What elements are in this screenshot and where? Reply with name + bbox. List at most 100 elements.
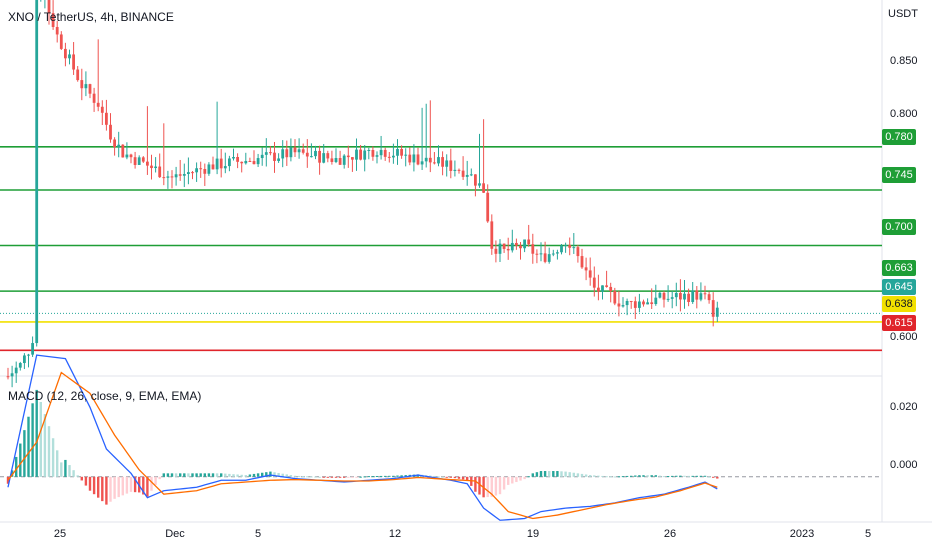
candle-body bbox=[551, 253, 555, 255]
candle-body bbox=[556, 252, 559, 254]
macd-histogram-bar bbox=[240, 474, 243, 477]
candle-body bbox=[92, 93, 96, 103]
candle-body bbox=[502, 243, 506, 249]
candle-body bbox=[383, 149, 387, 157]
candle-body bbox=[461, 170, 465, 177]
candle-body bbox=[281, 149, 285, 159]
macd-histogram-bar bbox=[88, 476, 92, 491]
macd-histogram-bar bbox=[593, 475, 596, 477]
candle-body bbox=[264, 152, 268, 155]
candle-body bbox=[523, 239, 526, 249]
candle-body bbox=[182, 173, 186, 176]
candle-body bbox=[375, 155, 379, 157]
candle-body bbox=[469, 174, 473, 176]
candle-body bbox=[691, 290, 695, 302]
macd-histogram-bar bbox=[572, 472, 575, 477]
candle-body bbox=[457, 169, 461, 171]
macd-histogram-bar bbox=[51, 438, 55, 477]
time-tick: 2023 bbox=[789, 528, 815, 540]
macd-histogram-bar bbox=[27, 416, 30, 477]
macd-histogram-bar bbox=[191, 473, 194, 477]
macd-histogram-bar bbox=[535, 472, 539, 477]
macd-histogram-bar bbox=[244, 475, 247, 477]
macd-histogram-bar bbox=[236, 474, 239, 477]
quote-currency-label: USDT bbox=[888, 8, 918, 20]
macd-histogram-bar bbox=[716, 476, 719, 479]
candle-body bbox=[223, 166, 227, 169]
macd-histogram-bar bbox=[466, 476, 469, 481]
candle-body bbox=[219, 158, 223, 169]
candle-body bbox=[535, 253, 539, 255]
candle-body bbox=[326, 153, 330, 159]
candle-body bbox=[687, 293, 690, 302]
macd-histogram-bar bbox=[490, 476, 493, 497]
candle-body bbox=[396, 149, 399, 156]
macd-indicator-title[interactable]: MACD (12, 26, close, 9, EMA, EMA) bbox=[8, 389, 202, 403]
macd-histogram-bar bbox=[15, 456, 18, 477]
candle-body bbox=[285, 149, 289, 158]
macd-histogram-bar bbox=[539, 471, 543, 477]
candle-body bbox=[465, 174, 469, 177]
macd-histogram-bar bbox=[195, 473, 198, 477]
macd-histogram-bar bbox=[31, 403, 34, 477]
candle-body bbox=[379, 149, 383, 156]
macd-histogram-bar bbox=[105, 476, 108, 505]
macd-histogram-bar bbox=[486, 476, 489, 498]
candle-body bbox=[416, 154, 420, 165]
candle-body bbox=[23, 355, 26, 364]
candle-body bbox=[162, 177, 166, 179]
macd-histogram-bar bbox=[589, 475, 592, 477]
candle-body bbox=[260, 154, 264, 159]
price-tick: 0.600 bbox=[890, 331, 918, 343]
candle-body bbox=[494, 248, 498, 254]
macd-histogram-bar bbox=[211, 473, 215, 477]
candle-body bbox=[105, 112, 108, 125]
candle-body bbox=[367, 149, 371, 151]
candle-body bbox=[588, 270, 592, 278]
macd-histogram-bar bbox=[429, 475, 432, 477]
macd-histogram-bar bbox=[72, 470, 75, 477]
candle-body bbox=[301, 149, 305, 153]
macd-histogram-bar bbox=[187, 473, 190, 477]
candle-body bbox=[580, 256, 584, 268]
candle-body bbox=[490, 221, 494, 249]
candle-body bbox=[515, 242, 518, 246]
macd-histogram-bar bbox=[43, 414, 47, 477]
candle-body bbox=[84, 84, 88, 89]
macd-histogram-bar bbox=[97, 476, 100, 498]
candle-body bbox=[277, 158, 280, 161]
macd-histogram-bar bbox=[556, 471, 559, 477]
candle-body bbox=[662, 292, 666, 300]
macd-histogram-bar bbox=[261, 472, 264, 477]
symbol-title: XNO / TetherUS, 4h, BINANCE bbox=[8, 10, 174, 24]
candle-body bbox=[674, 292, 678, 298]
macd-histogram-bar bbox=[351, 476, 354, 478]
candle-body bbox=[158, 166, 162, 178]
macd-histogram-bar bbox=[646, 475, 649, 477]
macd-histogram-bar bbox=[121, 476, 124, 496]
macd-histogram-bar bbox=[707, 476, 711, 478]
level-tag-0615: 0.615 bbox=[882, 315, 916, 331]
level-tag-0745: 0.745 bbox=[882, 167, 916, 183]
candle-body bbox=[387, 156, 391, 158]
candle-body bbox=[658, 292, 662, 298]
macd-histogram-bar bbox=[170, 473, 174, 477]
candle-body bbox=[572, 247, 576, 249]
candle-body bbox=[96, 102, 100, 107]
macd-histogram-bar bbox=[576, 473, 580, 477]
macd-histogram-bar bbox=[359, 476, 362, 478]
macd-histogram-bar bbox=[437, 476, 440, 478]
candle-body bbox=[269, 152, 272, 154]
macd-histogram-bar bbox=[158, 476, 161, 480]
macd-histogram-bar bbox=[461, 476, 465, 480]
candle-body bbox=[568, 245, 572, 248]
macd-histogram-bar bbox=[289, 475, 293, 477]
macd-tick: 0.020 bbox=[890, 401, 918, 413]
candle-body bbox=[297, 149, 301, 153]
candle-body bbox=[68, 54, 71, 59]
macd-histogram-bar bbox=[392, 475, 395, 477]
time-tick: 5 bbox=[254, 528, 262, 540]
candle-body bbox=[256, 158, 260, 165]
